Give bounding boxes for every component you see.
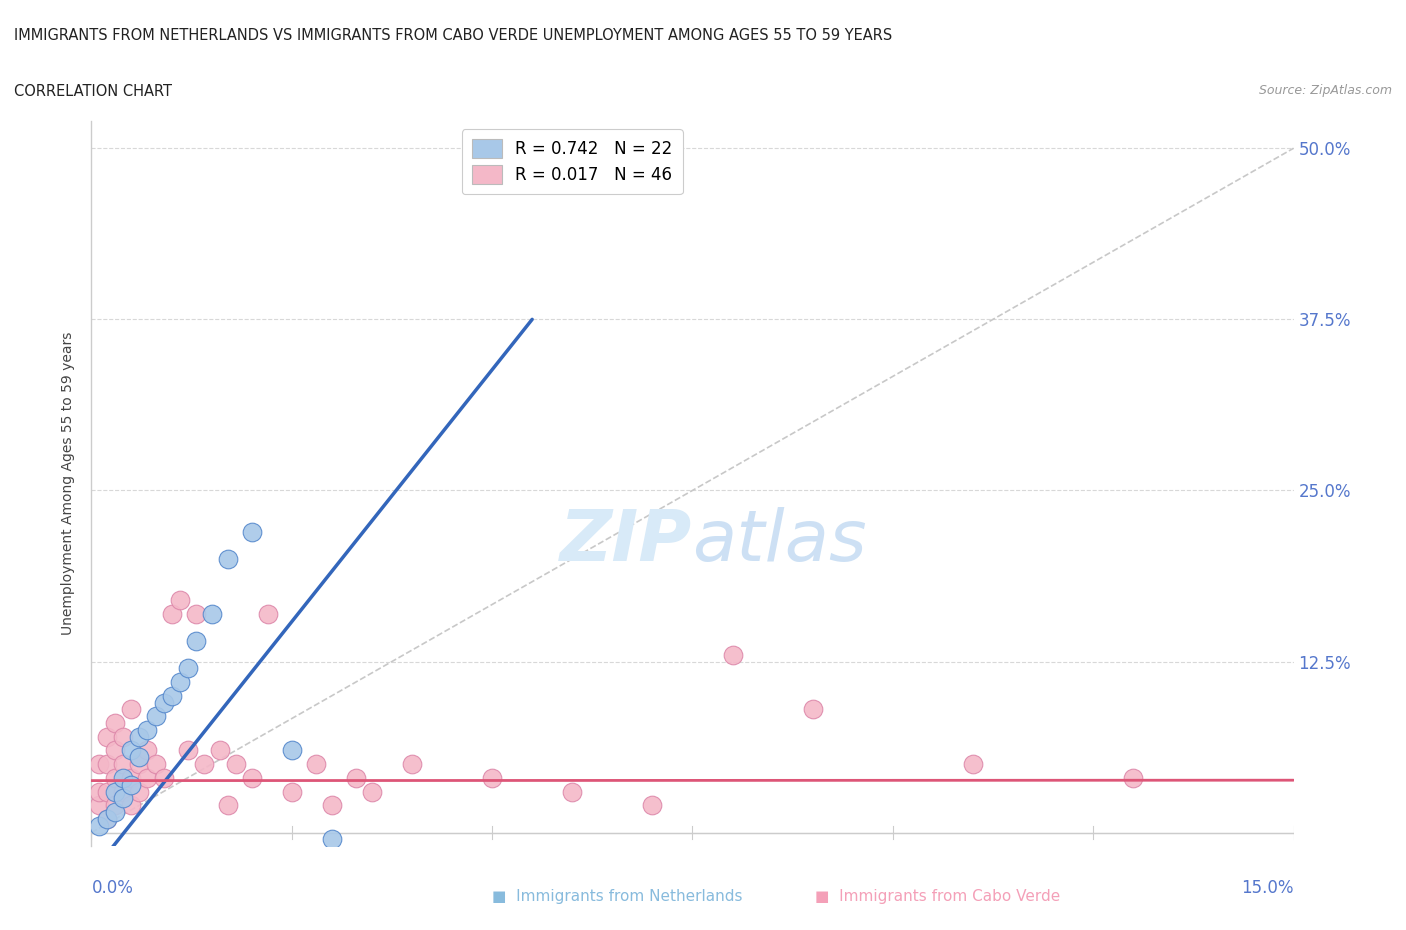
- Point: [89, 784, 111, 799]
- Point: [281, 784, 304, 799]
- Point: [801, 702, 824, 717]
- Point: [128, 729, 150, 744]
- Text: 15.0%: 15.0%: [1241, 879, 1294, 897]
- Point: [1122, 770, 1144, 785]
- Point: [169, 674, 191, 689]
- Point: [136, 743, 159, 758]
- Point: [89, 757, 111, 772]
- Point: [104, 798, 127, 813]
- Point: [136, 723, 159, 737]
- Point: [112, 790, 135, 805]
- Point: [128, 757, 150, 772]
- Point: [152, 695, 174, 710]
- Point: [121, 798, 143, 813]
- Point: [201, 606, 224, 621]
- Point: [112, 757, 135, 772]
- Point: [121, 777, 143, 792]
- Point: [962, 757, 984, 772]
- Point: [104, 804, 127, 819]
- Point: [136, 770, 159, 785]
- Point: [160, 688, 183, 703]
- Point: [96, 784, 118, 799]
- Point: [112, 784, 135, 799]
- Point: [193, 757, 215, 772]
- Point: [561, 784, 583, 799]
- Point: [128, 784, 150, 799]
- Point: [121, 770, 143, 785]
- Text: ZIP: ZIP: [560, 507, 692, 576]
- Point: [217, 798, 239, 813]
- Point: [721, 647, 744, 662]
- Point: [104, 716, 127, 731]
- Point: [112, 729, 135, 744]
- Point: [121, 702, 143, 717]
- Point: [96, 757, 118, 772]
- Point: [104, 784, 127, 799]
- Point: [89, 798, 111, 813]
- Point: [225, 757, 247, 772]
- Point: [360, 784, 382, 799]
- Point: [160, 606, 183, 621]
- Point: [240, 525, 263, 539]
- Point: [104, 743, 127, 758]
- Point: [89, 818, 111, 833]
- Text: Source: ZipAtlas.com: Source: ZipAtlas.com: [1258, 84, 1392, 97]
- Point: [481, 770, 503, 785]
- Text: ■  Immigrants from Netherlands: ■ Immigrants from Netherlands: [492, 889, 742, 904]
- Point: [152, 770, 174, 785]
- Text: 0.0%: 0.0%: [91, 879, 134, 897]
- Point: [184, 633, 207, 648]
- Point: [344, 770, 367, 785]
- Point: [240, 770, 263, 785]
- Legend: R = 0.742   N = 22, R = 0.017   N = 46: R = 0.742 N = 22, R = 0.017 N = 46: [463, 129, 682, 194]
- Point: [96, 812, 118, 827]
- Point: [176, 743, 198, 758]
- Point: [121, 743, 143, 758]
- Point: [145, 709, 167, 724]
- Point: [184, 606, 207, 621]
- Point: [321, 798, 343, 813]
- Point: [208, 743, 231, 758]
- Text: IMMIGRANTS FROM NETHERLANDS VS IMMIGRANTS FROM CABO VERDE UNEMPLOYMENT AMONG AGE: IMMIGRANTS FROM NETHERLANDS VS IMMIGRANT…: [14, 28, 893, 43]
- Point: [169, 592, 191, 607]
- Point: [128, 750, 150, 764]
- Point: [401, 757, 423, 772]
- Point: [176, 661, 198, 676]
- Text: atlas: atlas: [692, 507, 868, 576]
- Point: [96, 729, 118, 744]
- Point: [641, 798, 664, 813]
- Point: [321, 832, 343, 847]
- Text: ■  Immigrants from Cabo Verde: ■ Immigrants from Cabo Verde: [815, 889, 1060, 904]
- Point: [305, 757, 328, 772]
- Point: [96, 812, 118, 827]
- Point: [217, 551, 239, 566]
- Point: [104, 770, 127, 785]
- Text: CORRELATION CHART: CORRELATION CHART: [14, 84, 172, 99]
- Point: [145, 757, 167, 772]
- Point: [256, 606, 278, 621]
- Y-axis label: Unemployment Among Ages 55 to 59 years: Unemployment Among Ages 55 to 59 years: [62, 332, 76, 635]
- Point: [281, 743, 304, 758]
- Point: [112, 770, 135, 785]
